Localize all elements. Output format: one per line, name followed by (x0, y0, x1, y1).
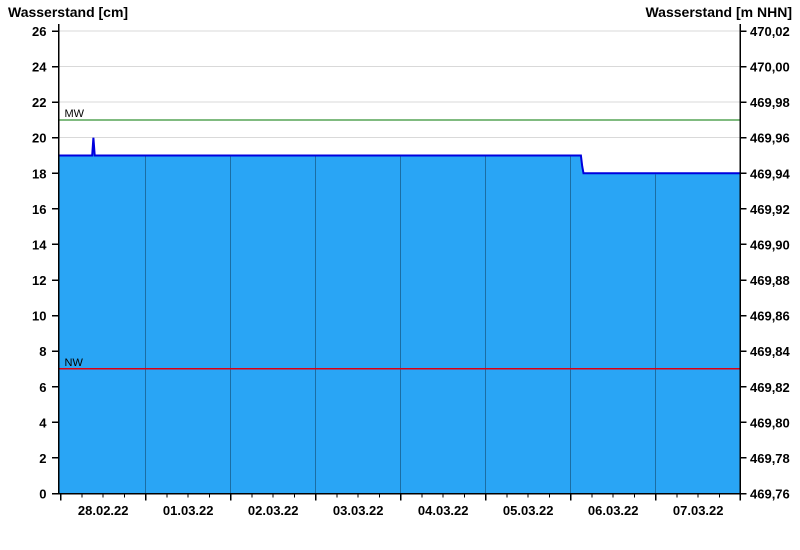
x-tick-label: 01.03.22 (163, 503, 214, 518)
series-line (58, 137, 740, 175)
y-tick-label-left: 22 (32, 95, 46, 110)
y-tick-label-right: 469,80 (750, 415, 790, 430)
y-tick-label-right: 469,96 (750, 131, 790, 146)
y-tick-label-left: 16 (32, 202, 46, 217)
y-tick-label-right: 469,84 (750, 344, 791, 359)
y-tick-label-left: 12 (32, 273, 46, 288)
x-tick-label: 04.03.22 (418, 503, 469, 518)
nw-label: NW (65, 357, 84, 369)
right-axis-title: Wasserstand [m NHN] (645, 4, 792, 20)
y-tick-label-right: 469,94 (750, 166, 791, 181)
y-tick-label-left: 14 (32, 237, 47, 252)
y-tick-label-left: 6 (39, 380, 46, 395)
x-tick-label: 03.03.22 (333, 503, 384, 518)
y-tick-label-right: 470,00 (750, 60, 790, 75)
x-tick-label: 05.03.22 (503, 503, 554, 518)
y-tick-label-left: 18 (32, 166, 46, 181)
y-tick-label-right: 469,76 (750, 487, 790, 502)
x-tick-label: 06.03.22 (588, 503, 639, 518)
y-tick-label-right: 469,78 (750, 451, 790, 466)
y-tick-label-left: 8 (39, 344, 46, 359)
y-tick-label-left: 26 (32, 24, 46, 39)
y-tick-label-right: 469,88 (750, 273, 790, 288)
y-tick-label-left: 0 (39, 487, 46, 502)
x-tick-label: 28.02.22 (78, 503, 129, 518)
y-tick-label-left: 20 (32, 131, 46, 146)
area-fill (58, 137, 740, 494)
y-tick-label-right: 469,98 (750, 95, 790, 110)
x-tick-label: 02.03.22 (248, 503, 299, 518)
mw-label: MW (65, 108, 85, 120)
y-tick-label-right: 469,86 (750, 309, 790, 324)
y-tick-label-left: 24 (32, 60, 47, 75)
y-tick-label-right: 469,82 (750, 380, 790, 395)
y-tick-label-left: 2 (39, 451, 46, 466)
y-tick-label-left: 4 (39, 415, 47, 430)
x-tick-label: 07.03.22 (673, 503, 724, 518)
y-tick-label-right: 469,90 (750, 237, 790, 252)
y-tick-label-right: 470,02 (750, 24, 790, 39)
y-tick-label-left: 10 (32, 309, 46, 324)
y-tick-label-right: 469,92 (750, 202, 790, 217)
left-axis-title: Wasserstand [cm] (8, 4, 129, 20)
